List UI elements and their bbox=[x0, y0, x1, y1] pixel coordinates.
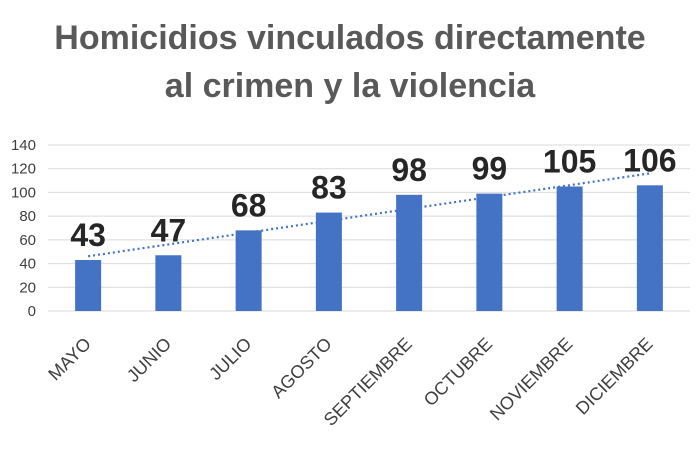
x-tick-label: MAYO bbox=[44, 334, 95, 385]
x-tick-label: JULIO bbox=[205, 334, 255, 384]
x-tick-label: OCTUBRE bbox=[420, 334, 496, 410]
data-label: 47 bbox=[151, 212, 187, 248]
x-tick-label: JUNIO bbox=[123, 334, 175, 386]
x-tick-label: AGOSTO bbox=[267, 334, 335, 402]
y-tick-label: 0 bbox=[28, 303, 36, 320]
bar bbox=[235, 230, 262, 311]
chart-title-line-1: Homicidios vinculados directamente bbox=[54, 19, 646, 57]
y-tick-label: 60 bbox=[19, 232, 36, 249]
bar bbox=[75, 260, 102, 311]
x-tick-label: NOVIEMBRE bbox=[486, 334, 577, 425]
data-label: 99 bbox=[472, 151, 508, 187]
bar bbox=[636, 185, 663, 311]
y-tick-label: 80 bbox=[19, 208, 36, 225]
data-label: 83 bbox=[311, 170, 347, 206]
bar bbox=[476, 193, 503, 311]
data-label: 105 bbox=[543, 144, 596, 180]
data-label: 43 bbox=[70, 217, 106, 253]
chart-title-line-2: al crimen y la violencia bbox=[164, 67, 536, 105]
data-label: 68 bbox=[231, 187, 267, 223]
y-tick-label: 20 bbox=[19, 279, 36, 296]
y-tick-label: 40 bbox=[19, 256, 36, 273]
y-tick-label: 120 bbox=[11, 161, 36, 178]
bar bbox=[315, 212, 342, 311]
data-label: 106 bbox=[623, 142, 676, 178]
bar bbox=[556, 186, 583, 311]
chart-title: Homicidios vinculados directamente al cr… bbox=[0, 14, 700, 110]
bar bbox=[396, 194, 423, 311]
y-tick-label: 140 bbox=[11, 137, 36, 154]
bar bbox=[155, 255, 182, 311]
y-tick-label: 100 bbox=[11, 184, 36, 201]
x-tick-label: DICIEMBRE bbox=[572, 334, 657, 419]
data-label: 98 bbox=[391, 152, 427, 188]
